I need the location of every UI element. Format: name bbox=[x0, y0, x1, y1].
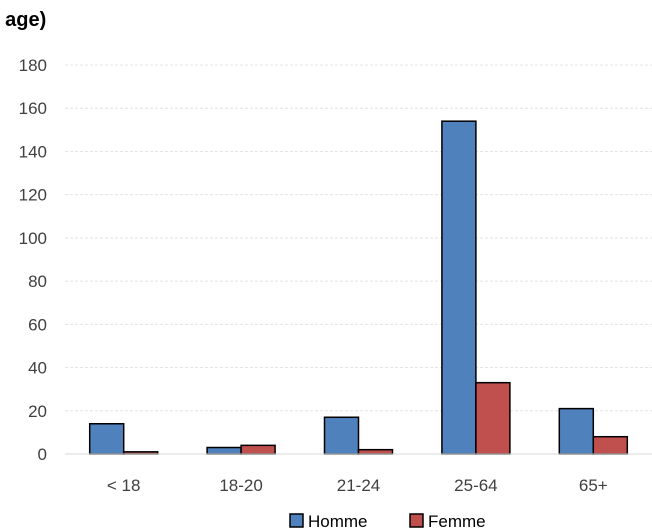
legend-label-femme: Femme bbox=[428, 512, 486, 531]
y-tick-label: 0 bbox=[38, 445, 47, 464]
y-tick-label: 160 bbox=[19, 99, 47, 118]
x-tick-label: 25-64 bbox=[454, 476, 497, 495]
bar-homme-0 bbox=[88, 422, 125, 455]
y-tick-label: 180 bbox=[19, 56, 47, 75]
bar-homme-3 bbox=[441, 120, 477, 455]
gridlines bbox=[65, 64, 652, 412]
bar-homme-2 bbox=[323, 416, 360, 455]
y-tick-label: 20 bbox=[28, 402, 47, 421]
bars bbox=[88, 120, 629, 455]
chart-title: ı age) bbox=[0, 9, 46, 31]
legend: Homme Femme bbox=[289, 512, 486, 531]
y-axis-ticks: 0 20 40 60 80 100 120 140 160 180 bbox=[19, 56, 47, 464]
x-tick-label: 18-20 bbox=[219, 476, 262, 495]
legend-swatch-femme bbox=[409, 513, 424, 528]
y-tick-label: 140 bbox=[19, 142, 47, 161]
y-tick-label: 40 bbox=[28, 359, 47, 378]
x-tick-label: 65+ bbox=[579, 476, 608, 495]
legend-label-homme: Homme bbox=[308, 512, 368, 531]
bar-femme-2 bbox=[357, 448, 394, 455]
bar-femme-4 bbox=[592, 435, 629, 455]
x-axis-ticks: < 18 18-20 21-24 25-64 65+ bbox=[107, 476, 608, 495]
x-tick-label: 21-24 bbox=[337, 476, 380, 495]
bar-femme-1 bbox=[240, 444, 276, 455]
y-tick-label: 80 bbox=[28, 272, 47, 291]
bar-femme-3 bbox=[475, 381, 511, 455]
legend-swatch-homme bbox=[289, 513, 304, 528]
x-tick-label: < 18 bbox=[107, 476, 141, 495]
bar-homme-1 bbox=[206, 446, 242, 455]
y-tick-label: 120 bbox=[19, 186, 47, 205]
bar-homme-4 bbox=[558, 407, 595, 455]
y-tick-label: 100 bbox=[19, 229, 47, 248]
y-tick-label: 60 bbox=[28, 315, 47, 334]
